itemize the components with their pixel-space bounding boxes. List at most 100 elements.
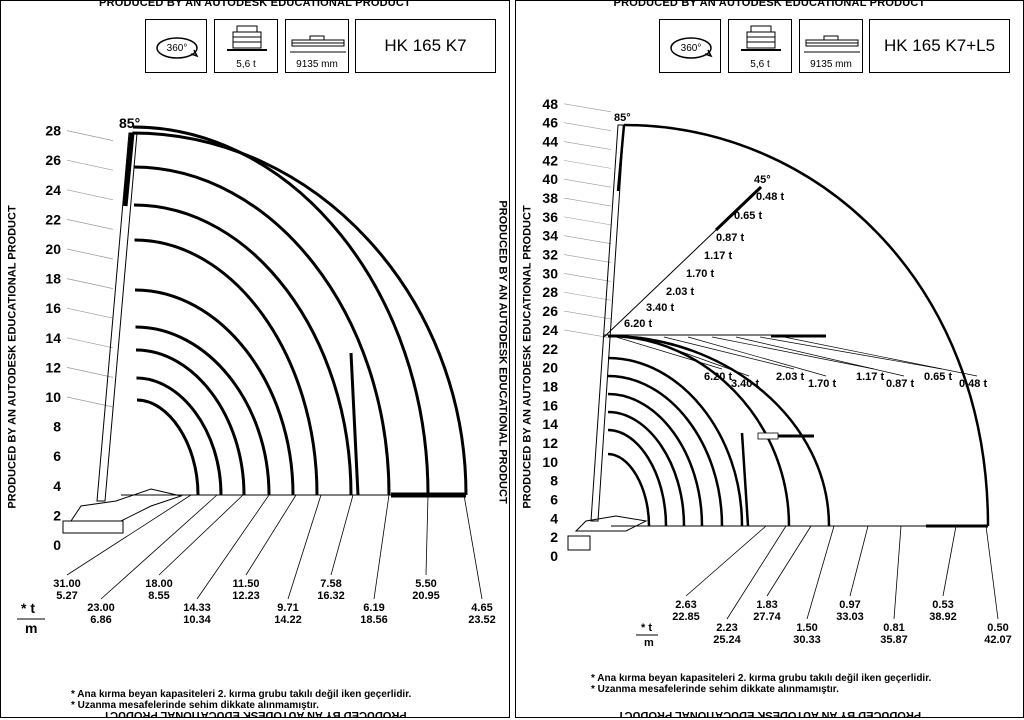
- y-tick-label: 28: [542, 284, 558, 300]
- y-tick-label: 16: [542, 397, 558, 413]
- gridline: [66, 307, 114, 319]
- load-reach: 16.32: [317, 590, 345, 602]
- jib-horizontal-load: 0.65 t: [924, 371, 952, 383]
- load-tonnage: 0.81: [883, 622, 904, 634]
- load-tonnage: 0.53: [932, 599, 953, 611]
- load-reach: 42.07: [984, 634, 1012, 646]
- load-chart-panel-k7-l5: PRODUCED BY AN AUTODESK EDUCATIONAL PROD…: [515, 0, 1024, 718]
- envelope-step: [740, 432, 750, 527]
- load-chart-diagram-k7-l5: 0246810121416182022242628303234363840424…: [542, 96, 1012, 649]
- legend-t: * t: [641, 622, 652, 634]
- load-envelope-arc: [134, 288, 295, 496]
- svg-text:360°: 360°: [167, 43, 188, 54]
- jib-45-load: 2.03 t: [666, 286, 694, 298]
- y-tick-label: 48: [542, 96, 558, 112]
- load-tonnage: 18.00: [145, 578, 173, 590]
- load-tonnage: 1.50: [796, 622, 817, 634]
- leader-line: [985, 525, 999, 620]
- weight-label: 5,6 t: [236, 59, 256, 70]
- leader-line: [463, 494, 483, 600]
- leader-line: [849, 525, 869, 597]
- leader-line: [100, 494, 218, 600]
- y-tick-label: 16: [45, 300, 61, 316]
- legend-m: m: [25, 620, 37, 636]
- load-envelope-arc: [132, 131, 468, 496]
- gridline: [563, 178, 612, 188]
- load-reach: 33.03: [836, 611, 864, 623]
- rotation-360-icon: 360°: [670, 37, 713, 59]
- load-envelope-arc: [607, 374, 724, 527]
- crane-pedestal: [567, 535, 591, 551]
- length-label: 9135 mm: [296, 59, 338, 70]
- gridline: [563, 122, 612, 131]
- y-tick-label: 40: [542, 171, 558, 187]
- load-envelope-arc: [133, 165, 391, 496]
- gridline: [66, 159, 114, 171]
- jib-45-load: 1.17 t: [704, 250, 732, 262]
- jib-leader-line: [759, 336, 943, 370]
- y-tick-label: 22: [45, 211, 61, 227]
- load-envelope-arc: [607, 410, 686, 527]
- y-tick-label: 24: [542, 322, 558, 338]
- load-reach: 35.87: [880, 634, 908, 646]
- y-tick-label: 18: [45, 271, 61, 287]
- jib-horizontal-load: 0.48 t: [959, 378, 987, 390]
- jib-horizontal-load: 0.87 t: [886, 378, 914, 390]
- gridline: [563, 235, 612, 245]
- jib-leader-line: [711, 336, 875, 370]
- crane-base: [70, 488, 183, 522]
- jib-horizontal-load: 1.70 t: [808, 378, 836, 390]
- weight-icon-box: 5,6 t: [728, 19, 792, 73]
- gridline: [563, 160, 612, 169]
- y-tick-label: 38: [542, 190, 558, 206]
- load-tonnage: 31.00: [53, 578, 81, 590]
- load-reach: 14.22: [274, 614, 302, 626]
- crane-pedestal: [62, 520, 124, 534]
- gridline: [66, 248, 114, 260]
- y-tick-label: 20: [542, 360, 558, 376]
- load-reach: 10.34: [183, 614, 211, 626]
- footnote-1: * Ana kırma beyan kapasiteleri 2. kırma …: [71, 689, 412, 700]
- load-envelope-arc: [135, 348, 246, 496]
- y-tick-label: 14: [542, 416, 558, 432]
- jib-45-load: 3.40 t: [646, 302, 674, 314]
- footnote-2: * Uzanma mesafelerinde sehim dikkate alı…: [591, 684, 839, 695]
- rotation-icon-box: 360°: [145, 19, 207, 73]
- leader-line: [726, 525, 787, 620]
- load-envelope-arc: [607, 334, 831, 527]
- envelope-step: [349, 352, 360, 496]
- load-envelope-arc: [607, 428, 668, 527]
- jib-horizontal-load: 1.17 t: [856, 371, 884, 383]
- jib-horizontal-load: 3.40 t: [731, 378, 759, 390]
- jib-45-load: 0.48 t: [756, 191, 784, 203]
- load-reach: 27.74: [753, 611, 781, 623]
- boom-tip-section: [122, 132, 135, 207]
- y-tick-label: 28: [45, 123, 61, 139]
- gridline: [563, 273, 612, 282]
- weight-label: 5,6 t: [750, 59, 770, 70]
- load-reach: 38.92: [929, 611, 957, 623]
- load-envelope-arc: [607, 334, 791, 527]
- load-envelope-arc: [135, 325, 271, 496]
- y-tick-label: 10: [542, 454, 558, 470]
- watermark-top: PRODUCED BY AN AUTODESK EDUCATIONAL PROD…: [613, 0, 926, 9]
- crane-weight-icon: [227, 25, 267, 51]
- y-tick-label: 14: [45, 330, 61, 346]
- load-reach: 12.23: [232, 590, 260, 602]
- y-tick-label: 22: [542, 341, 558, 357]
- jib-leader-line: [615, 336, 723, 370]
- leader-line: [373, 494, 390, 600]
- model-name: HK 165 K7+L5: [883, 36, 996, 55]
- y-tick-label: 2: [550, 529, 558, 545]
- leader-line: [287, 494, 322, 600]
- jib-45-load: 0.87 t: [716, 232, 744, 244]
- gridline: [66, 219, 114, 230]
- gridline: [563, 197, 612, 207]
- load-reach: 18.56: [360, 614, 388, 626]
- y-tick-label: 4: [550, 510, 558, 526]
- model-name-box: HK 165 K7+L5: [869, 19, 1010, 73]
- load-reach: 30.33: [793, 634, 821, 646]
- load-reach: 6.86: [90, 614, 111, 626]
- jib-leader-line: [639, 336, 750, 377]
